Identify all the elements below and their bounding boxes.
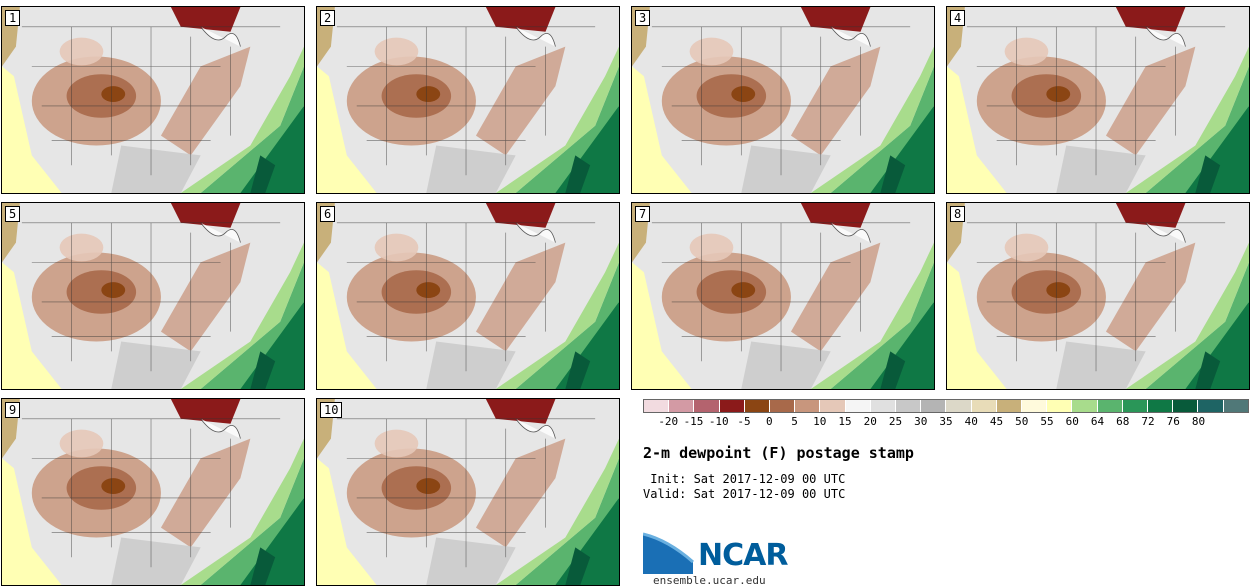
legend-swatch	[921, 400, 947, 412]
legend-tick: 50	[1015, 415, 1029, 428]
legend-tick: -20	[658, 415, 679, 428]
legend-tick: 76	[1166, 415, 1180, 428]
legend-tick: 80	[1191, 415, 1206, 428]
legend-tick-labels: -20 -15 -10 -5 0 5 10 15 20 25 30 35 40 45 50 55 60 64 68 7…	[643, 413, 1249, 428]
legend-swatch	[644, 400, 670, 412]
legend-tick: 5	[791, 415, 798, 428]
legend-swatch	[946, 400, 972, 412]
member-number: 9	[5, 402, 21, 418]
site-url: ensemble.ucar.edu	[653, 574, 766, 587]
legend-tick: 0	[765, 415, 773, 428]
member-number: 6	[320, 206, 336, 222]
member-number: 2	[320, 10, 336, 26]
dewpoint-map-icon	[2, 399, 304, 585]
legend-swatch	[971, 400, 997, 412]
member-map-panel: 7	[631, 202, 935, 390]
member-map-panel: 8	[946, 202, 1250, 390]
legend-tick: 20	[863, 415, 877, 428]
time-info: Init: Sat 2017-12-09 00 UTC Valid: Sat 20…	[643, 472, 845, 502]
legend-tick: -5	[737, 415, 751, 428]
legend-swatch	[996, 400, 1023, 412]
init-time: Init: Sat 2017-12-09 00 UTC	[643, 472, 846, 486]
member-map-panel: 4	[946, 6, 1250, 194]
legend-tick: 68	[1116, 415, 1130, 428]
legend-tick: 60	[1065, 415, 1079, 428]
member-map-panel: 9	[1, 398, 305, 586]
member-number: 1	[5, 10, 21, 26]
legend-swatch	[795, 400, 821, 412]
dewpoint-map-icon	[632, 7, 934, 193]
legend-swatch	[1223, 400, 1248, 412]
member-number: 7	[635, 206, 651, 222]
legend-tick: 10	[813, 415, 827, 428]
legend-swatch	[870, 400, 897, 412]
figure-title: 2-m dewpoint (F) postage stamp	[643, 444, 914, 462]
dewpoint-map-icon	[632, 203, 934, 389]
color-legend: -20 -15 -10 -5 0 5 10 15 20 25 30 35 40 45 50 55 60 64 68 7…	[643, 399, 1249, 428]
legend-swatch	[1097, 400, 1123, 412]
legend-swatch	[896, 400, 922, 412]
legend-swatch	[1022, 400, 1048, 412]
logo-text: NCAR	[698, 538, 788, 573]
legend-swatch	[1122, 400, 1149, 412]
member-number: 10	[320, 402, 343, 418]
legend-tick: 25	[888, 415, 903, 428]
dewpoint-map-icon	[317, 399, 619, 585]
legend-tick: 15	[838, 415, 852, 428]
legend-tick: 40	[964, 415, 978, 428]
dewpoint-map-icon	[2, 7, 304, 193]
legend-tick: -10	[708, 415, 729, 428]
member-map-panel: 3	[631, 6, 935, 194]
member-number: 4	[950, 10, 966, 26]
member-map-panel: 6	[316, 202, 620, 390]
legend-tick: 72	[1141, 415, 1155, 428]
member-map-panel: 10	[316, 398, 620, 586]
legend-swatch	[1047, 400, 1073, 412]
legend-swatch	[845, 400, 871, 412]
legend-tick: 55	[1040, 415, 1054, 428]
legend-tick: 35	[939, 415, 953, 428]
dewpoint-map-icon	[947, 7, 1249, 193]
legend-colorbar	[643, 399, 1249, 413]
dewpoint-map-icon	[317, 203, 619, 389]
member-number: 5	[5, 206, 21, 222]
legend-swatch	[669, 400, 695, 412]
valid-time: Valid: Sat 2017-12-09 00 UTC	[643, 487, 846, 501]
legend-tick: 45	[989, 415, 1004, 428]
legend-tick: 64	[1090, 415, 1105, 428]
legend-swatch	[820, 400, 846, 412]
legend-swatch	[1072, 400, 1098, 412]
member-number: 3	[635, 10, 651, 26]
legend-swatch	[1198, 400, 1224, 412]
member-number: 8	[950, 206, 966, 222]
legend-swatch	[1173, 400, 1199, 412]
member-map-panel: 2	[316, 6, 620, 194]
legend-swatch	[770, 400, 796, 412]
dewpoint-map-icon	[947, 203, 1249, 389]
legend-tick: 30	[914, 415, 928, 428]
legend-swatch	[719, 400, 745, 412]
member-map-panel: 1	[1, 6, 305, 194]
legend-tick: -15	[683, 415, 704, 428]
ncar-logo-icon	[643, 532, 694, 574]
legend-swatch	[1148, 400, 1174, 412]
legend-swatch	[694, 400, 720, 412]
dewpoint-map-icon	[317, 7, 619, 193]
dewpoint-map-icon	[2, 203, 304, 389]
member-map-panel: 5	[1, 202, 305, 390]
legend-swatch	[744, 400, 771, 412]
